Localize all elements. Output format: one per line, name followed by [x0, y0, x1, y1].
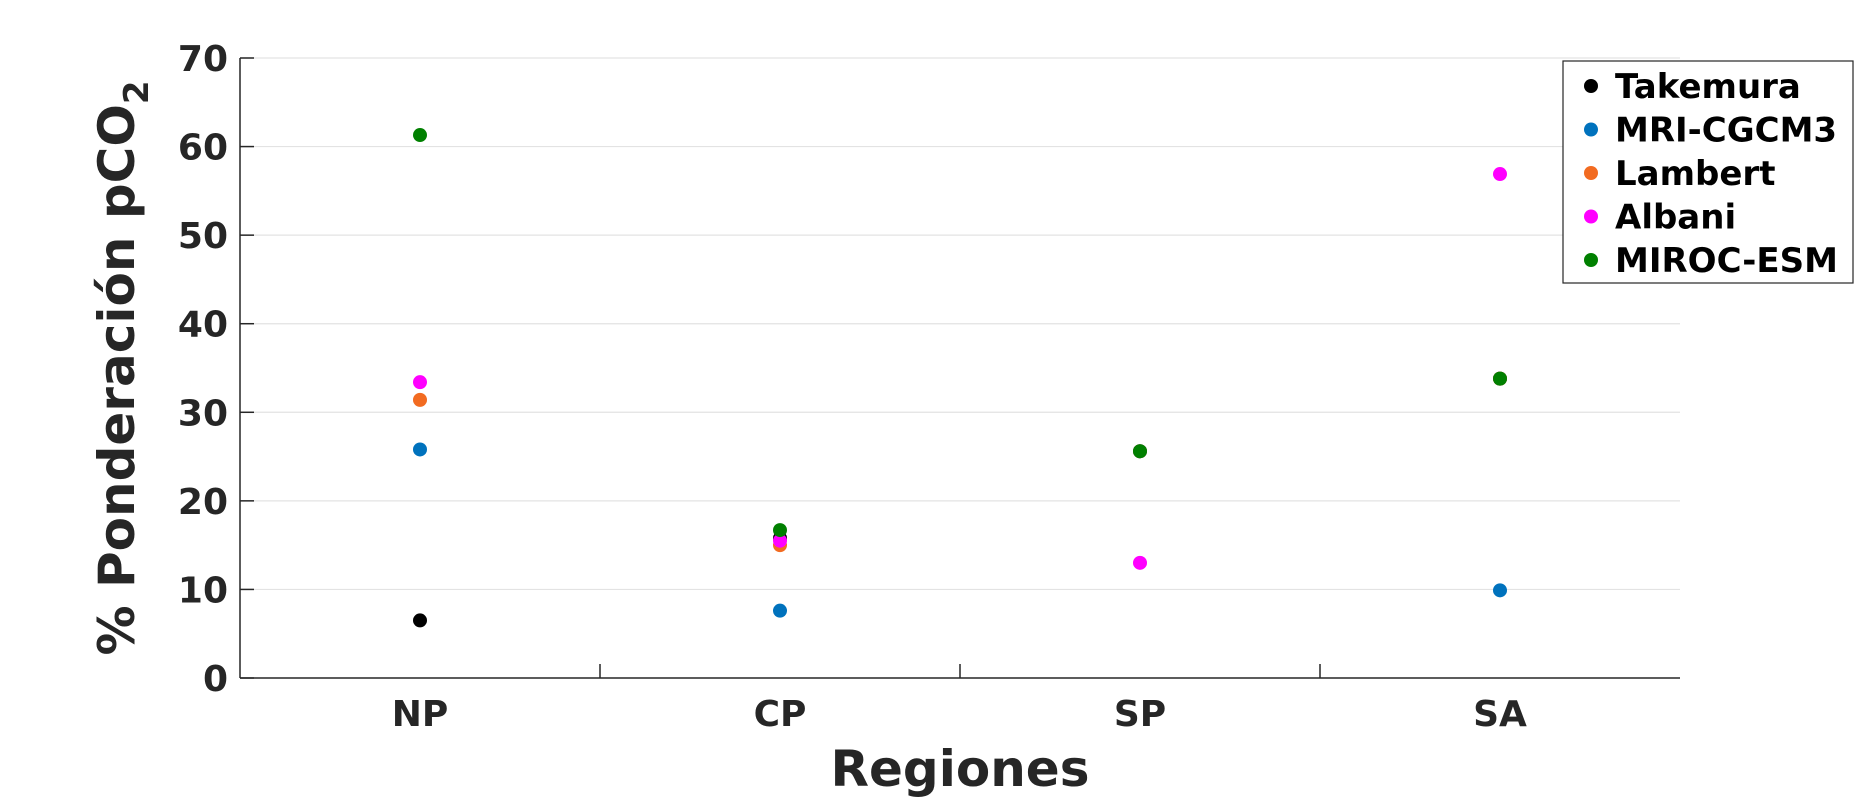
legend-label: MIROC-ESM — [1615, 241, 1838, 281]
legend-label: Lambert — [1615, 154, 1775, 194]
legend-marker — [1584, 253, 1598, 267]
x-tick-labels: NP CP SP SA — [392, 694, 1527, 735]
x-tick-label: SP — [1114, 694, 1166, 735]
data-point — [1133, 555, 1147, 570]
x-tick-label: SA — [1473, 694, 1527, 735]
data-point — [413, 442, 427, 457]
x-tick-label: NP — [392, 694, 449, 735]
axes — [239, 58, 1680, 679]
data-point — [413, 128, 427, 143]
data-point — [413, 392, 427, 407]
legend-label: Takemura — [1615, 67, 1801, 107]
y-tick-label: 10 — [178, 570, 228, 611]
y-tick-label: 50 — [178, 216, 228, 257]
legend-marker — [1584, 166, 1598, 180]
y-tick-label: 0 — [203, 659, 228, 700]
data-point — [1133, 444, 1147, 459]
data-points — [413, 128, 1507, 628]
x-tick-label: CP — [754, 694, 807, 735]
y-axis-title-subscript: 2 — [117, 81, 157, 105]
data-point — [413, 613, 427, 628]
data-point — [773, 603, 787, 618]
data-point — [1493, 583, 1507, 598]
legend-label: MRI-CGCM3 — [1615, 111, 1837, 151]
y-tick-label: 30 — [178, 393, 228, 434]
y-tick-label: 60 — [178, 128, 228, 169]
y-tick-label: 40 — [178, 305, 228, 346]
data-point — [773, 523, 787, 538]
y-axis-title: % Ponderación pCO2 — [88, 81, 157, 656]
y-axis-title-main: % Ponderación pCO — [88, 104, 146, 655]
legend-label: Albani — [1615, 198, 1736, 238]
y-tick-label: 70 — [178, 39, 228, 80]
data-point — [413, 375, 427, 390]
y-tick-label: 20 — [178, 482, 228, 523]
y-tick-labels: 0 10 20 30 40 50 60 70 — [178, 39, 228, 700]
svg-text:% Ponderación pCO2: % Ponderación pCO2 — [88, 81, 157, 656]
x-axis-title: Regiones — [831, 740, 1090, 798]
legend-box — [1562, 60, 1854, 284]
legend-marker — [1584, 79, 1598, 93]
data-point — [1493, 167, 1507, 182]
data-point — [1493, 371, 1507, 386]
legend-marker — [1584, 122, 1598, 137]
data-point — [773, 533, 787, 548]
grid-lines — [240, 57, 1680, 679]
legend-marker — [1584, 209, 1598, 224]
